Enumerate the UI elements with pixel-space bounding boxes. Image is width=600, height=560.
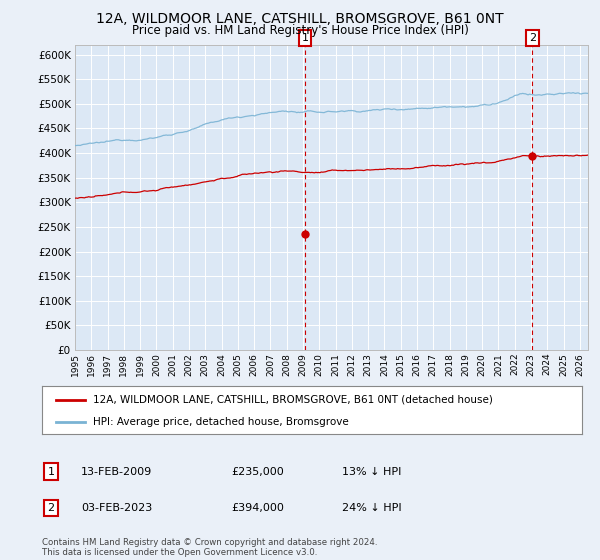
Text: 03-FEB-2023: 03-FEB-2023 — [81, 503, 152, 513]
Text: 1: 1 — [301, 33, 308, 43]
Text: 13% ↓ HPI: 13% ↓ HPI — [342, 466, 401, 477]
Text: £235,000: £235,000 — [231, 466, 284, 477]
Text: 12A, WILDMOOR LANE, CATSHILL, BROMSGROVE, B61 0NT: 12A, WILDMOOR LANE, CATSHILL, BROMSGROVE… — [96, 12, 504, 26]
Text: 13-FEB-2009: 13-FEB-2009 — [81, 466, 152, 477]
Text: 1: 1 — [47, 466, 55, 477]
Text: 12A, WILDMOOR LANE, CATSHILL, BROMSGROVE, B61 0NT (detached house): 12A, WILDMOOR LANE, CATSHILL, BROMSGROVE… — [94, 395, 493, 405]
Text: £394,000: £394,000 — [231, 503, 284, 513]
Text: Contains HM Land Registry data © Crown copyright and database right 2024.
This d: Contains HM Land Registry data © Crown c… — [42, 538, 377, 557]
Text: Price paid vs. HM Land Registry's House Price Index (HPI): Price paid vs. HM Land Registry's House … — [131, 24, 469, 37]
Text: 2: 2 — [47, 503, 55, 513]
Text: HPI: Average price, detached house, Bromsgrove: HPI: Average price, detached house, Brom… — [94, 417, 349, 427]
Text: 2: 2 — [529, 33, 536, 43]
Text: 24% ↓ HPI: 24% ↓ HPI — [342, 503, 401, 513]
